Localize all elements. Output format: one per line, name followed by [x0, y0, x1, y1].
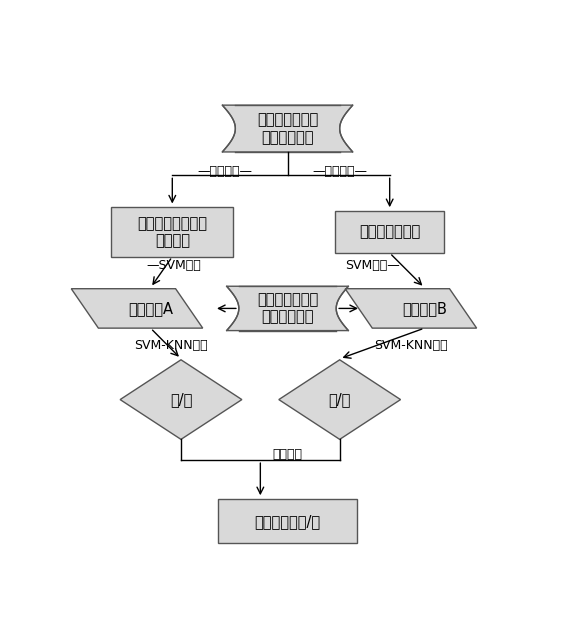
- Text: 判定结果：真/假: 判定结果：真/假: [255, 514, 320, 529]
- FancyBboxPatch shape: [218, 499, 357, 543]
- Text: SVM-KNN分类: SVM-KNN分类: [135, 339, 208, 352]
- Text: 马尔科夫随机场: 马尔科夫随机场: [359, 225, 420, 239]
- Text: 指纹图像数据库
（测试数据）: 指纹图像数据库 （测试数据）: [257, 292, 318, 324]
- Polygon shape: [71, 289, 203, 328]
- FancyBboxPatch shape: [335, 211, 444, 253]
- Polygon shape: [239, 286, 336, 331]
- Text: —特征提取—: —特征提取—: [312, 165, 367, 178]
- Polygon shape: [236, 105, 339, 152]
- Text: SVM-KNN分类: SVM-KNN分类: [375, 339, 448, 352]
- Polygon shape: [279, 360, 401, 440]
- Text: 训练模型A: 训练模型A: [128, 301, 173, 316]
- Text: 真/假: 真/假: [170, 392, 192, 407]
- Text: 决策融合: 决策融合: [273, 448, 302, 461]
- Text: 训练模型B: 训练模型B: [402, 301, 447, 316]
- Polygon shape: [222, 105, 353, 152]
- Text: 真/假: 真/假: [329, 392, 351, 407]
- Polygon shape: [227, 286, 348, 331]
- Text: 指纹图像数据库
（训练数据）: 指纹图像数据库 （训练数据）: [257, 113, 318, 145]
- Text: SVM训练—: SVM训练—: [345, 259, 399, 272]
- Polygon shape: [345, 289, 477, 328]
- FancyBboxPatch shape: [112, 207, 233, 257]
- Polygon shape: [120, 360, 242, 440]
- Text: —SVM训练: —SVM训练: [146, 259, 201, 272]
- Text: 一阶统计量、灰度
共生矩阵: 一阶统计量、灰度 共生矩阵: [137, 216, 208, 248]
- Text: —特征提取—: —特征提取—: [197, 165, 252, 178]
